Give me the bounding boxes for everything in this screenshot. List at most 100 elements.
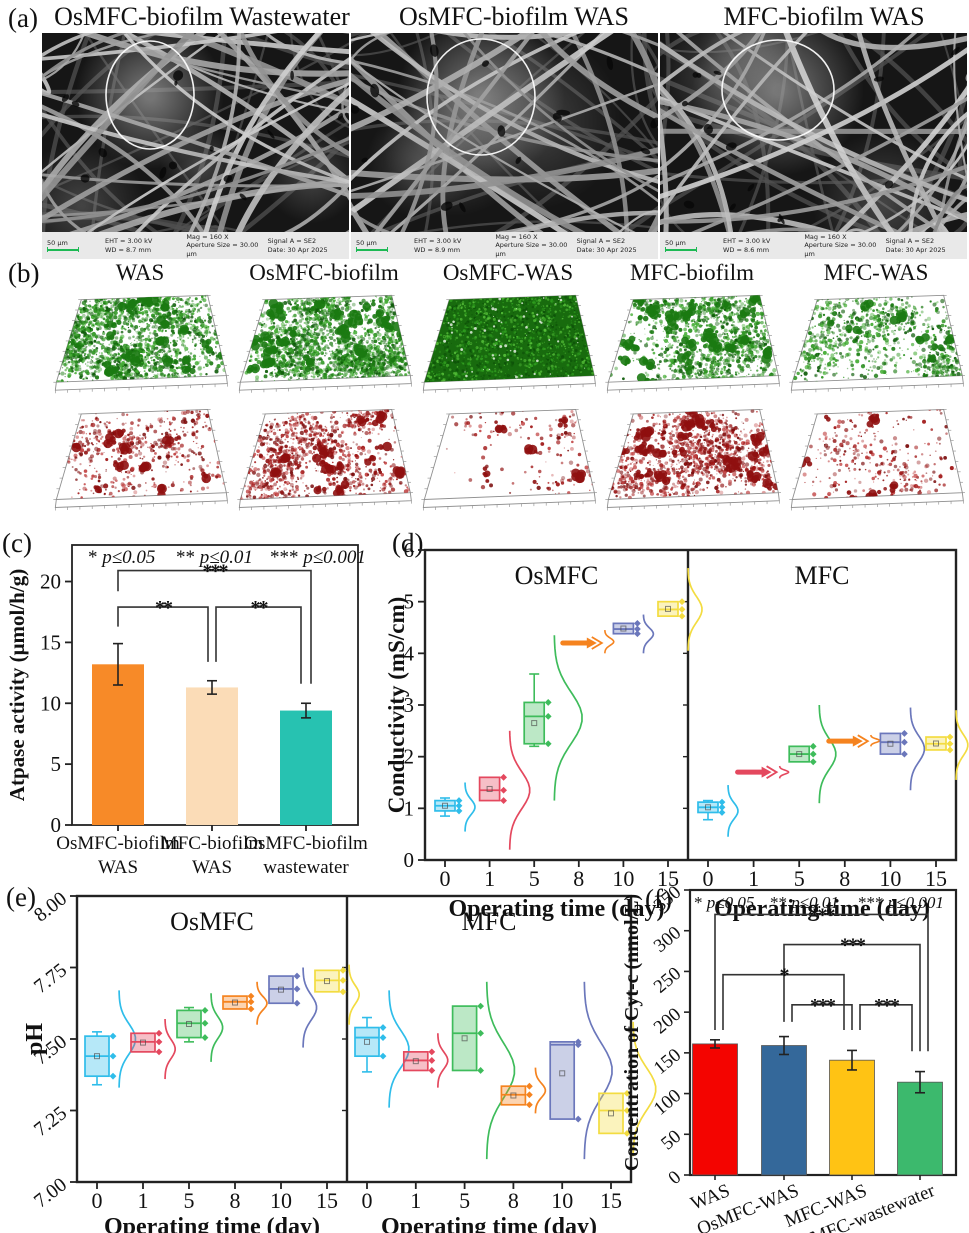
svg-text:350: 350 [650, 882, 685, 916]
panel-b-tag: (b) [8, 258, 40, 288]
svg-text:***: *** [810, 904, 836, 926]
svg-text:*** p≤0.001: *** p≤0.001 [270, 547, 366, 568]
date-value: Date: 30 Apr 2025 [885, 245, 946, 254]
svg-text:OsMFC-biofilm: OsMFC-biofilm [244, 833, 368, 854]
svg-text:OsMFC-biofilm: OsMFC-biofilm [56, 833, 180, 854]
svg-text:1: 1 [748, 866, 759, 891]
svg-text:5: 5 [51, 752, 62, 776]
clsm-green-plate [51, 292, 229, 402]
svg-text:Operating time (day): Operating time (day) [714, 896, 930, 922]
svg-text:wastewater: wastewater [263, 857, 349, 878]
wd-value: WD = 8.7 mm [105, 245, 152, 254]
sem-image-osmfc-biofilm-was: 50 μm EHT = 3.00 kV WD = 8.9 mm Mag = 160… [351, 33, 658, 259]
date-value: Date: 30 Apr 2025 [267, 245, 328, 254]
sem-image-osmfc-biofilm-wastewater: 50 μm EHT = 3.00 kV WD = 8.7 mm Mag = 160… [42, 33, 349, 259]
svg-text:3: 3 [404, 693, 415, 717]
svg-text:0: 0 [404, 848, 415, 872]
clsm-column-mfc-was: MFC-WAS [784, 260, 968, 522]
svg-text:* p≤0.05: * p≤0.05 [694, 893, 754, 912]
date-value: Date: 30 Apr 2025 [576, 245, 637, 254]
scale-bar [47, 247, 79, 253]
svg-text:50: 50 [657, 1126, 685, 1154]
eht-value: EHT = 3.00 kV [414, 237, 462, 246]
clsm-red-plate [235, 406, 413, 520]
svg-text:7.25: 7.25 [30, 1102, 71, 1141]
svg-text:MFC: MFC [462, 907, 517, 936]
eht-value: EHT = 3.00 kV [723, 237, 771, 246]
scale-bar [356, 247, 388, 253]
clsm-label: OsMFC-biofilm [249, 260, 399, 285]
aperture-value: Aperture Size = 30.00 μm [804, 241, 877, 258]
svg-text:5: 5 [404, 590, 415, 614]
svg-text:**: ** [251, 597, 269, 619]
wd-value: WD = 8.6 mm [723, 245, 770, 254]
clsm-label: OsMFC-WAS [442, 260, 574, 285]
panel-f-tag: (f) [645, 884, 672, 914]
clsm-column-was: WAS [48, 260, 232, 522]
svg-text:8: 8 [839, 866, 850, 891]
svg-text:pH: pH [22, 1023, 48, 1055]
svg-text:***: *** [203, 561, 229, 583]
panel-e-tag: (e) [6, 882, 36, 912]
sem-title-2: OsMFC-biofilm WAS [399, 2, 629, 31]
svg-text:Atpase activity (μmol/h/g): Atpase activity (μmol/h/g) [5, 569, 29, 801]
svg-text:*** p≤0.001: *** p≤0.001 [858, 893, 944, 912]
svg-text:10: 10 [40, 691, 61, 715]
clsm-label: WAS [115, 260, 165, 285]
sem-micrograph-canvas [660, 33, 967, 232]
svg-text:Operating time (day): Operating time (day) [449, 896, 665, 922]
svg-text:10: 10 [270, 1188, 292, 1213]
svg-text:4: 4 [404, 641, 415, 665]
svg-text:7.00: 7.00 [30, 1174, 71, 1213]
svg-text:Concentration of Cyt-c (nmol/L: Concentration of Cyt-c (nmol/L) [621, 894, 643, 1171]
clsm-column-osmfc-was: OsMFC-WAS [416, 260, 600, 522]
cytc-concentration-bar-chart: 0 50 100 150 200 250 300 350 Concentration of Cy… [621, 882, 958, 1233]
sem-title-3: MFC-biofilm WAS [723, 2, 925, 31]
aperture-value: Aperture Size = 30.00 μm [495, 241, 568, 258]
svg-text:2: 2 [404, 745, 415, 769]
svg-text:MFC: MFC [795, 561, 850, 590]
svg-text:0: 0 [703, 866, 714, 891]
svg-text:5: 5 [529, 866, 540, 891]
svg-text:***: *** [810, 995, 836, 1017]
svg-text:*: * [780, 965, 790, 987]
clsm-green-plate [235, 292, 413, 402]
svg-text:8: 8 [508, 1188, 519, 1213]
svg-text:Conductivity (mS/cm): Conductivity (mS/cm) [384, 597, 409, 814]
sem-row: 50 μm EHT = 3.00 kV WD = 8.7 mm Mag = 160… [42, 33, 967, 259]
aperture-value: Aperture Size = 30.00 μm [186, 241, 259, 258]
svg-text:5: 5 [184, 1188, 195, 1213]
panel-d-tag: (d) [392, 528, 424, 558]
svg-text:100: 100 [650, 1085, 685, 1119]
wd-value: WD = 8.9 mm [414, 245, 461, 254]
sem-metadata-bar: 50 μm EHT = 3.00 kV WD = 8.7 mm Mag = 160… [42, 232, 349, 259]
svg-text:10: 10 [879, 866, 901, 891]
sem-image-mfc-biofilm-was: 50 μm EHT = 3.00 kV WD = 8.6 mm Mag = 160… [660, 33, 967, 259]
mag-value: Mag = 160 X [186, 233, 229, 242]
clsm-red-plate [419, 406, 597, 520]
scale-label: 50 μm [665, 238, 686, 247]
svg-text:0: 0 [51, 813, 62, 837]
svg-text:WAS: WAS [192, 857, 232, 878]
svg-text:0: 0 [440, 866, 451, 891]
svg-text:8: 8 [230, 1188, 241, 1213]
svg-text:OsMFC: OsMFC [170, 907, 254, 936]
svg-text:**: ** [155, 597, 173, 619]
svg-text:OsMFC: OsMFC [515, 561, 599, 590]
panel-a-tag: (a) [8, 3, 38, 33]
clsm-label: MFC-biofilm [630, 260, 754, 285]
svg-text:7.75: 7.75 [30, 959, 71, 998]
svg-text:15: 15 [316, 1188, 338, 1213]
svg-text:1: 1 [138, 1188, 149, 1213]
eht-value: EHT = 3.00 kV [105, 237, 153, 246]
clsm-green-plate [787, 292, 965, 402]
svg-text:1: 1 [404, 796, 415, 820]
svg-text:6: 6 [404, 538, 415, 562]
svg-text:***: *** [874, 995, 900, 1017]
svg-text:300: 300 [650, 922, 685, 956]
svg-text:15: 15 [600, 1188, 622, 1213]
scale-label: 50 μm [356, 238, 377, 247]
